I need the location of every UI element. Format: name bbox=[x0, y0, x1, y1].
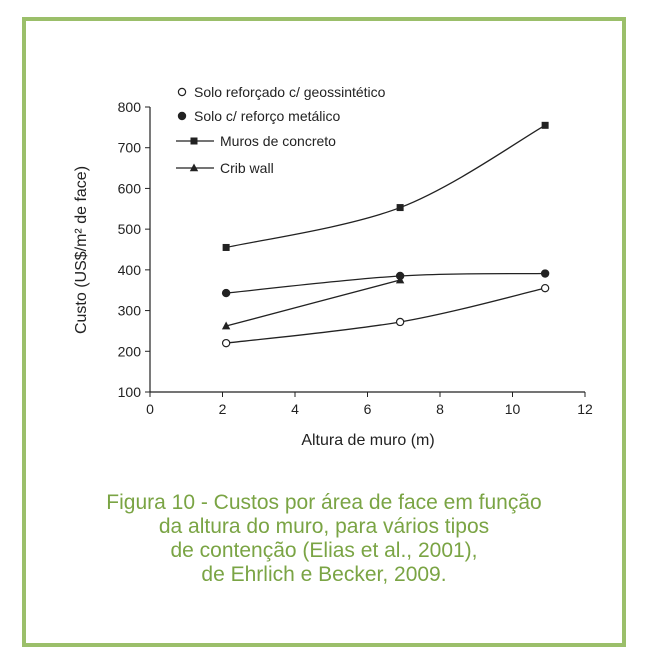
figure-caption: Figura 10 - Custos por área de face em f… bbox=[22, 491, 626, 587]
caption-line-3: de contenção (Elias et al., 2001), bbox=[170, 539, 478, 562]
x-tick-label: 0 bbox=[146, 401, 154, 417]
series-1 bbox=[221, 283, 550, 348]
caption-line-2: da altura do muro, para vários tipos bbox=[158, 515, 490, 538]
legend-marker bbox=[177, 111, 187, 121]
x-tick-label: 10 bbox=[505, 401, 521, 417]
legend-label: Crib wall bbox=[220, 160, 274, 176]
legend-entry-4: Crib wall bbox=[176, 160, 274, 176]
legend-marker bbox=[177, 87, 187, 97]
data-point bbox=[221, 338, 231, 348]
legend-entry-3: Muros de concreto bbox=[176, 133, 336, 149]
y-tick-label: 800 bbox=[118, 99, 142, 115]
y-tick-label: 200 bbox=[118, 343, 142, 359]
series-4 bbox=[221, 275, 405, 330]
data-point bbox=[541, 121, 549, 129]
series-layer bbox=[221, 121, 550, 348]
y-tick-label: 400 bbox=[118, 262, 142, 278]
legend: Solo reforçado c/ geossintético Solo c/ r… bbox=[176, 84, 386, 176]
legend-entry-2: Solo c/ reforço metálico bbox=[177, 108, 340, 124]
caption-line-4: de Ehrlich e Becker, 2009. bbox=[201, 563, 447, 586]
legend-marker bbox=[189, 163, 199, 172]
data-point bbox=[221, 288, 231, 298]
axes: 100 200 300 400 500 600 700 800 0 2 4 6 8 10 12 bbox=[118, 99, 593, 417]
y-tick-label: 300 bbox=[118, 303, 142, 319]
y-tick-label: 700 bbox=[118, 140, 142, 156]
series-line bbox=[225, 279, 401, 327]
data-point bbox=[396, 204, 404, 212]
data-point bbox=[395, 317, 405, 327]
y-tick-label: 600 bbox=[118, 180, 142, 196]
y-axis-label: Custo (US$/m² de face) bbox=[73, 166, 90, 334]
legend-label: Solo c/ reforço metálico bbox=[194, 108, 340, 124]
x-tick-label: 12 bbox=[577, 401, 593, 417]
y-tick-label: 100 bbox=[118, 384, 142, 400]
x-axis-label: Altura de muro (m) bbox=[301, 432, 434, 449]
legend-entry-1: Solo reforçado c/ geossintético bbox=[177, 84, 386, 100]
legend-label: Muros de concreto bbox=[220, 133, 336, 149]
legend-label: Solo reforçado c/ geossintético bbox=[194, 84, 386, 100]
data-point bbox=[395, 275, 405, 284]
x-tick-label: 4 bbox=[291, 401, 299, 417]
y-tick-label: 500 bbox=[118, 221, 142, 237]
series-line bbox=[226, 287, 546, 344]
data-point bbox=[540, 269, 550, 278]
series-3 bbox=[222, 121, 549, 251]
legend-marker bbox=[190, 137, 198, 145]
data-point bbox=[221, 321, 231, 330]
data-point bbox=[222, 243, 230, 251]
x-tick-label: 8 bbox=[436, 401, 444, 417]
x-tick-label: 6 bbox=[364, 401, 372, 417]
caption-line-1: Figura 10 - Custos por área de face em f… bbox=[106, 491, 542, 514]
data-point bbox=[540, 283, 550, 293]
x-tick-label: 2 bbox=[219, 401, 227, 417]
